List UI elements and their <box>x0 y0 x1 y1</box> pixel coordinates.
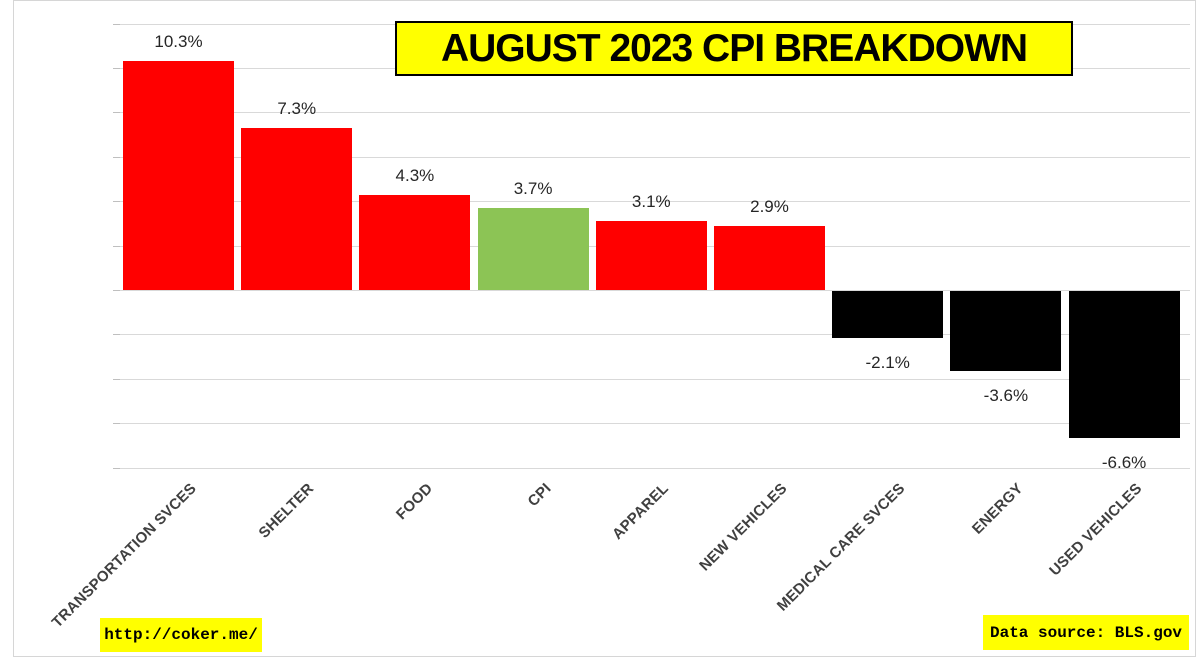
gridline <box>120 334 1190 336</box>
bar-food <box>359 194 471 290</box>
value-label-transportation-svces: 10.3% <box>154 32 203 52</box>
bar-energy <box>950 291 1062 371</box>
value-label-energy: -3.6% <box>983 385 1029 405</box>
data-source-label: Data source: BLS.gov <box>983 615 1189 650</box>
axis-tick <box>113 201 120 203</box>
axis-tick <box>113 334 120 336</box>
axis-tick <box>113 23 120 25</box>
axis-tick <box>113 245 120 247</box>
bar-apparel <box>595 221 707 290</box>
bar-medical-care-svces <box>832 291 944 338</box>
axis-tick <box>113 112 120 114</box>
axis-tick <box>113 423 120 425</box>
gridline <box>120 423 1190 425</box>
value-label-food: 4.3% <box>395 165 435 185</box>
bar-cpi <box>477 207 589 290</box>
value-label-new-vehicles: 2.9% <box>750 196 789 216</box>
gridline <box>120 201 1190 203</box>
axis-tick <box>113 467 120 469</box>
gridline <box>120 112 1190 114</box>
axis-tick <box>113 378 120 380</box>
axis-tick <box>113 68 120 69</box>
value-label-shelter: 7.3% <box>277 98 317 118</box>
watermark-url-text: http://coker.me/ <box>104 626 258 644</box>
chart-title: AUGUST 2023 CPI BREAKDOWN <box>440 26 1028 70</box>
watermark-url: http://coker.me/ <box>100 618 262 652</box>
axis-tick <box>113 290 120 291</box>
value-label-medical-care-svces: -2.1% <box>865 352 910 372</box>
value-label-apparel: 3.1% <box>631 192 671 212</box>
axis-tick <box>113 156 120 158</box>
value-label-used-vehicles: -6.6% <box>1101 452 1147 472</box>
bar-used-vehicles <box>1068 291 1180 438</box>
gridline <box>120 290 1190 291</box>
gridline <box>120 378 1190 380</box>
bar-transportation-svces <box>123 61 234 290</box>
data-source-text: Data source: BLS.gov <box>989 623 1183 642</box>
bar-new-vehicles <box>714 225 825 290</box>
gridline <box>120 467 1190 469</box>
gridline <box>120 156 1190 158</box>
value-label-cpi: 3.7% <box>513 178 553 198</box>
bar-shelter <box>241 127 353 290</box>
chart-title-banner: AUGUST 2023 CPI BREAKDOWN <box>395 21 1073 76</box>
